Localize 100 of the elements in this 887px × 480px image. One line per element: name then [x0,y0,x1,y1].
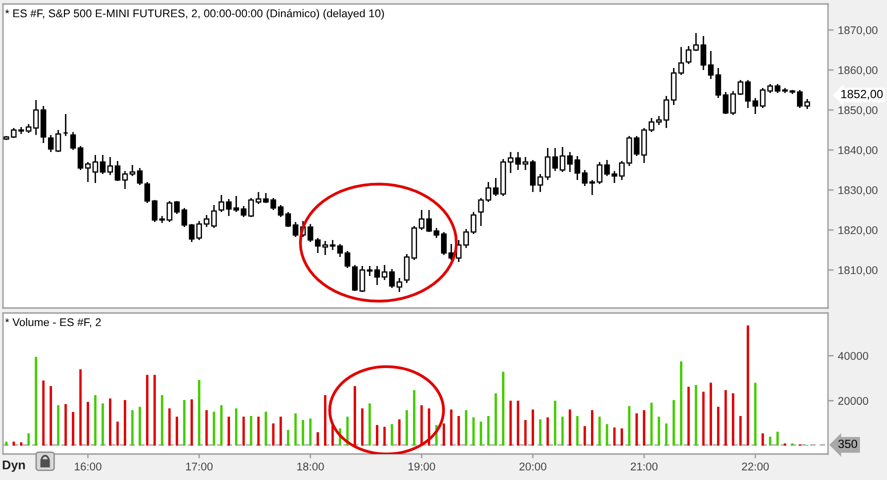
bar [183,400,186,446]
x-tick-label: 19:00 [408,462,436,470]
bar [554,400,556,446]
bar [242,416,245,446]
bar [568,409,572,446]
candlestick [678,46,684,76]
y-tick-label: 1860,00 [838,66,878,76]
bar [20,442,22,446]
bar [264,412,268,446]
candlestick [10,127,17,139]
bar [732,393,734,446]
bar [146,374,148,446]
bar [754,382,757,446]
candlestick [804,98,810,110]
bar [420,405,423,446]
bar [12,442,15,446]
bar [768,436,772,446]
bar [776,432,779,446]
chart-title: * Volume - ES #F, 2 [5,318,101,328]
bar [724,390,727,446]
bar [361,408,364,446]
candlestick [544,147,551,181]
bar [464,410,468,446]
candlestick [188,223,195,243]
bar [131,410,134,446]
bar [190,399,193,446]
bar [584,426,586,446]
bar [762,433,764,446]
bar [376,424,378,446]
bar [72,412,74,446]
bar [628,406,630,446]
bar [502,372,504,446]
bar [590,410,594,446]
bar [791,443,794,446]
bar [108,398,112,446]
bar [450,409,452,446]
bar [354,386,356,446]
candlestick [366,265,373,277]
y-tick-label: 1850,00 [838,106,878,116]
bar [413,390,416,446]
bar [532,409,534,446]
x-tick-label: 17:00 [186,462,213,470]
x-tick-label: 16:00 [74,462,102,470]
candlestick [322,240,328,256]
bar [324,395,326,446]
bar [235,408,238,446]
bar [27,433,30,446]
bar [642,410,646,446]
bar [138,406,142,446]
x-tick-label: 20:00 [520,462,546,470]
bar [42,380,45,446]
text: Dyn [2,460,25,472]
bar [620,428,624,446]
bar [160,395,164,446]
bar [176,416,178,446]
bar [5,442,8,446]
bar [64,404,67,446]
bar [687,386,690,446]
bar [539,419,542,446]
candlestick [492,177,499,197]
candlestick [100,154,106,175]
text: 1852,00 [841,90,883,100]
y-tick-label: 20000 [838,396,868,405]
candlestick [181,207,188,228]
bar [746,325,750,446]
chart-title: * ES #F, S&P 500 E-MINI FUTURES, 2, 00:00-00:00 (Dinámico) (delayed 10) [5,9,384,20]
bar [309,418,312,446]
y-tick-label: 1840,00 [838,146,878,156]
bar [680,361,682,446]
bar [272,423,274,446]
y-tick-label: 1810,00 [838,266,878,276]
candlestick [55,129,62,153]
bar [710,382,712,446]
bar [102,403,104,446]
bar [228,416,230,446]
candlestick [278,204,284,218]
candlestick [537,173,544,193]
y-tick-label: 1830,00 [838,186,878,196]
bar [509,400,512,446]
candlestick [233,195,240,213]
bar [286,430,290,446]
bar [613,427,616,446]
candlestick [352,264,358,292]
bar [86,402,90,446]
bar [494,393,497,446]
bar [658,416,660,446]
bar [50,386,52,446]
x-tick-label: 22:00 [742,462,769,470]
y-tick-label: 1870,00 [838,26,878,36]
candlestick [760,87,766,109]
candlestick [314,237,321,254]
candlestick [359,265,366,293]
bar [487,416,490,446]
bar [94,395,97,446]
bar [598,416,601,446]
candlestick [270,197,276,211]
y-tick-label: 1820,00 [838,226,878,236]
candlestick [218,194,224,213]
bar [220,405,223,446]
bar [635,413,638,446]
